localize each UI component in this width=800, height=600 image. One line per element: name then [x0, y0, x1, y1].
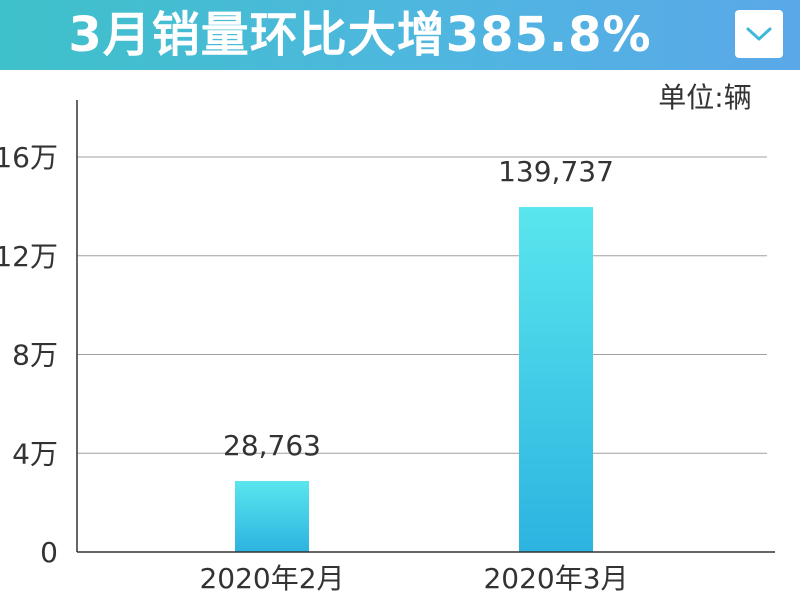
y-tick-label: 8万 — [12, 339, 58, 372]
value-label: 139,737 — [498, 155, 614, 188]
value-label: 28,763 — [223, 429, 321, 462]
chevron-down-icon — [746, 27, 772, 41]
bar — [519, 207, 593, 552]
page-title: 3月销量环比大增385.8% — [68, 7, 652, 63]
x-tick-label: 2020年3月 — [483, 562, 628, 595]
y-tick-label: 12万 — [0, 240, 58, 273]
y-tick-label: 0 — [40, 536, 58, 569]
dropdown-button[interactable] — [735, 10, 783, 58]
y-tick-label: 4万 — [12, 437, 58, 470]
x-tick-label: 2020年2月 — [199, 562, 344, 595]
bar — [235, 480, 309, 552]
header-banner: 3月销量环比大增385.8% — [0, 0, 800, 70]
unit-label: 单位:辆 — [658, 81, 752, 114]
y-tick-label: 16万 — [0, 141, 58, 174]
